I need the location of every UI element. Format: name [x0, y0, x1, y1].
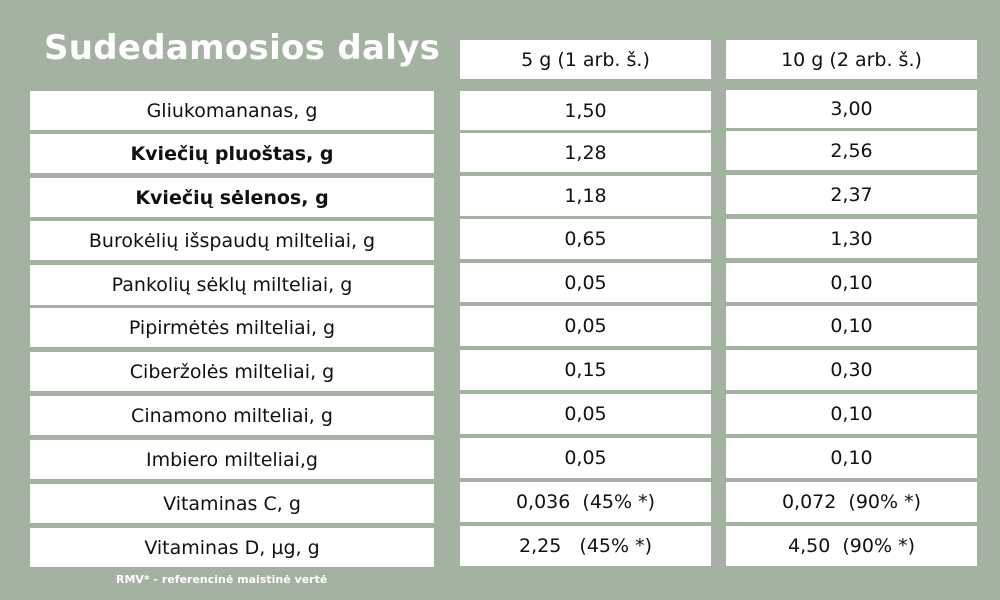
ingredient-name: Pipirmėtės milteliai, g [30, 308, 434, 347]
value-5g: 1,18 [460, 176, 711, 216]
ingredient-name: Kviečių sėlenos, g [30, 178, 434, 217]
value-10g: 0,30 [726, 350, 977, 390]
value-10g: 0,072 (90% *) [726, 482, 977, 522]
footnote: RMV* - referencinė maistinė vertė [116, 573, 328, 586]
value-5g: 2,25 (45% *) [460, 526, 711, 566]
value-5g: 0,05 [460, 263, 711, 302]
ingredient-name: Gliukomananas, g [30, 91, 434, 130]
table-title: Sudedamosios dalys [44, 28, 441, 68]
value-5g: 0,036 (45% *) [460, 482, 711, 522]
ingredient-name: Imbiero milteliai,g [30, 440, 434, 479]
value-10g: 4,50 (90% *) [726, 526, 977, 566]
ingredient-name: Burokėlių išspaudų milteliai, g [30, 221, 434, 260]
value-5g: 0,65 [460, 219, 711, 259]
ingredient-name: Kviečių pluoštas, g [30, 134, 434, 173]
ingredient-name: Pankolių sėklų milteliai, g [30, 265, 434, 305]
value-10g: 0,10 [726, 306, 977, 346]
ingredient-name: Vitaminas D, µg, g [30, 528, 434, 567]
value-5g: 1,28 [460, 133, 711, 172]
value-5g: 1,50 [460, 91, 711, 130]
value-10g: 3,00 [726, 90, 977, 128]
value-10g: 2,56 [726, 131, 977, 170]
value-5g: 0,05 [460, 394, 711, 434]
ingredient-name: Vitaminas C, g [30, 484, 434, 523]
column-header-10g: 10 g (2 arb. š.) [726, 40, 977, 79]
ingredient-name: Cinamono milteliai, g [30, 396, 434, 435]
value-5g: 0,15 [460, 350, 711, 390]
value-10g: 1,30 [726, 219, 977, 258]
column-header-5g: 5 g (1 arb. š.) [460, 40, 711, 79]
value-5g: 0,05 [460, 306, 711, 346]
ingredient-name: Ciberžolės milteliai, g [30, 352, 434, 391]
value-10g: 2,37 [726, 175, 977, 214]
value-10g: 0,10 [726, 263, 977, 302]
value-5g: 0,05 [460, 438, 711, 478]
value-10g: 0,10 [726, 394, 977, 434]
value-10g: 0,10 [726, 438, 977, 478]
